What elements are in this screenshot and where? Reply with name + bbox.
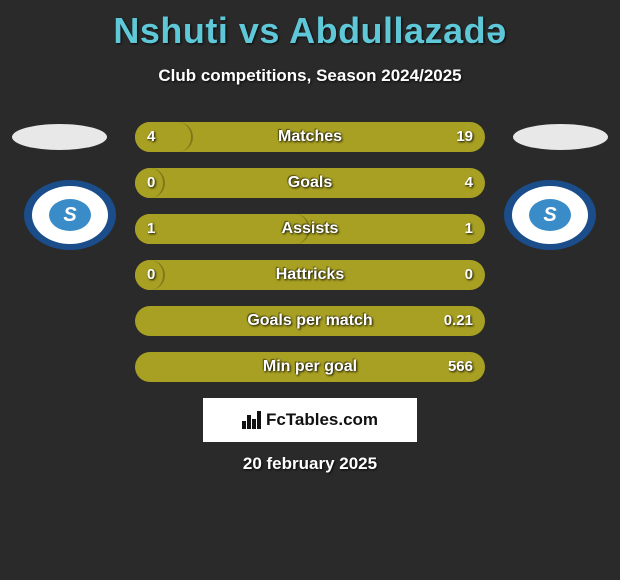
stat-value-right: 566: [448, 352, 473, 382]
stat-row: 4Matches19: [135, 122, 485, 152]
footer-attribution: FcTables.com: [203, 398, 417, 442]
badge-letter: S: [63, 204, 76, 227]
right-club-badge: S: [504, 180, 596, 250]
footer-text: FcTables.com: [266, 410, 378, 430]
stat-row: Min per goal566: [135, 352, 485, 382]
stat-row: Goals per match0.21: [135, 306, 485, 336]
stat-bar-right: [135, 168, 485, 198]
stat-value-right: 0.21: [444, 306, 473, 336]
stat-value-left: 0: [147, 168, 155, 198]
stat-value-right: 0: [465, 260, 473, 290]
left-player-placeholder: [12, 124, 107, 150]
stat-value-left: 4: [147, 122, 155, 152]
stat-row: 1Assists1: [135, 214, 485, 244]
stat-bar-left: [135, 122, 193, 152]
page-title: Nshuti vs Abdullazadə: [0, 0, 620, 52]
badge-letter: S: [543, 204, 556, 227]
stat-bar-right: [135, 352, 485, 382]
subtitle: Club competitions, Season 2024/2025: [0, 66, 620, 86]
stat-bar-right: [135, 306, 485, 336]
right-player-placeholder: [513, 124, 608, 150]
stats-comparison-chart: 4Matches19 0Goals4 1Assists1 0Hattricks0 Goa…: [135, 122, 485, 398]
stat-row: 0Hattricks0: [135, 260, 485, 290]
stat-bar-left: [135, 214, 310, 244]
stat-value-right: 1: [465, 214, 473, 244]
left-club-badge: S: [24, 180, 116, 250]
stat-value-right: 19: [456, 122, 473, 152]
date-label: 20 february 2025: [0, 454, 620, 474]
stat-row: 0Goals4: [135, 168, 485, 198]
stat-value-right: 4: [465, 168, 473, 198]
stat-value-left: 1: [147, 214, 155, 244]
stat-bar-right: [135, 260, 485, 290]
stat-value-left: 0: [147, 260, 155, 290]
bar-chart-icon: [242, 411, 262, 429]
